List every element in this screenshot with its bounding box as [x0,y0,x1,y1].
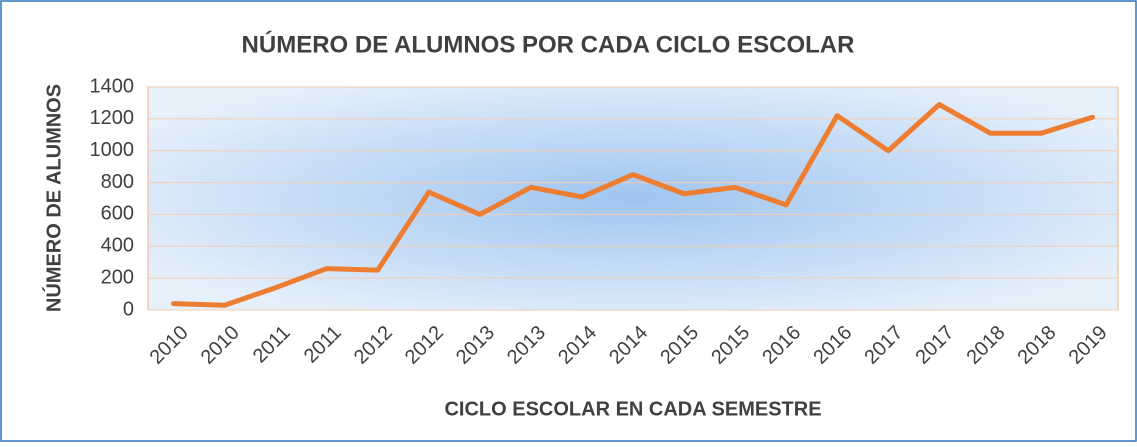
x-axis-label: CICLO ESCOLAR EN CADA SEMESTRE [444,398,821,420]
y-tick-label: 200 [101,266,134,288]
y-axis-label: NÚMERO DE ALUMNOS [41,84,65,312]
y-tick-label: 1400 [90,75,135,97]
y-tick-label: 1000 [90,139,135,161]
chart-title: NÚMERO DE ALUMNOS POR CADA CICLO ESCOLAR [242,30,855,58]
y-tick-label: 800 [101,171,134,193]
y-tick-label: 600 [101,203,134,225]
y-tick-label: 400 [101,235,134,257]
data-line [171,102,1095,308]
y-tick-label: 0 [123,298,134,320]
y-tick-label: 1200 [90,107,135,129]
